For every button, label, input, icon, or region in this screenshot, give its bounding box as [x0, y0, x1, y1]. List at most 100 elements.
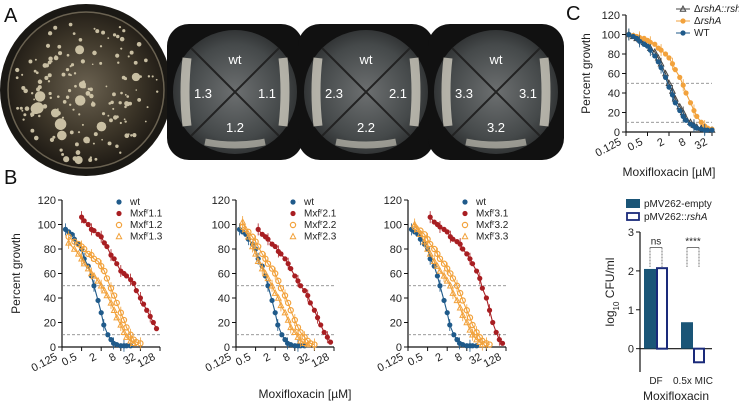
series-line — [411, 228, 477, 347]
legend-label-suffix: 3.2 — [494, 220, 508, 231]
plate-2-label-left: 2.3 — [325, 86, 343, 101]
colony — [80, 59, 86, 64]
y-tick-label: 40 — [390, 293, 402, 305]
colony — [146, 106, 149, 109]
colony — [15, 76, 19, 80]
colony — [56, 110, 61, 116]
data-point — [314, 315, 321, 321]
data-point — [101, 322, 107, 328]
data-point — [130, 339, 138, 347]
colony — [19, 106, 23, 110]
data-point — [493, 329, 499, 335]
data-point — [85, 221, 91, 228]
plate-1-label-wt: wt — [228, 52, 242, 67]
y-tick-label: 20 — [218, 318, 230, 330]
colony — [94, 157, 98, 161]
colony — [75, 45, 85, 55]
data-point — [269, 297, 275, 304]
legend-marker — [115, 232, 123, 240]
data-point — [242, 225, 250, 233]
data-point — [709, 127, 715, 133]
data-point — [292, 273, 298, 279]
data-point — [277, 301, 285, 309]
x-tick-label: 8 — [453, 351, 464, 364]
colony — [99, 61, 103, 65]
plate-3-label-left: 3.3 — [455, 86, 473, 101]
x-tick-label: 0.5 — [60, 351, 79, 369]
legend-label: pMV262-empty — [644, 199, 712, 210]
data-point — [311, 307, 317, 313]
legend-label: Mxfr2.2 — [304, 220, 337, 232]
data-point — [281, 292, 289, 299]
data-point — [658, 65, 664, 71]
colony — [16, 106, 20, 110]
data-point — [305, 292, 311, 299]
data-point — [486, 341, 493, 348]
data-point — [447, 270, 454, 277]
x-tick-label: 32 — [467, 351, 483, 367]
colony — [63, 156, 70, 163]
data-point — [444, 229, 450, 235]
panel-letter-b: B — [4, 167, 17, 189]
colony — [69, 65, 72, 68]
colony — [61, 153, 65, 156]
legend-label-prefix: pMV262:: — [644, 212, 687, 223]
plate-1-label-right: 1.1 — [258, 86, 276, 101]
x-tick-label: 0.125 — [375, 351, 405, 375]
data-point — [74, 249, 82, 257]
colony — [70, 63, 75, 67]
data-point — [669, 61, 676, 67]
data-point — [321, 329, 327, 335]
data-point — [447, 322, 453, 328]
colony — [151, 75, 154, 78]
colony — [15, 67, 20, 73]
data-point — [95, 297, 101, 304]
legend-marker — [289, 221, 297, 229]
data-point — [466, 314, 474, 321]
data-point — [301, 339, 309, 347]
data-point — [420, 237, 428, 245]
data-point — [113, 299, 120, 307]
data-point — [437, 283, 443, 289]
data-point — [81, 218, 87, 224]
colony — [33, 69, 37, 73]
data-point — [496, 337, 502, 343]
x-tick-label: 32 — [693, 136, 709, 152]
data-point — [275, 277, 282, 285]
colony — [66, 53, 70, 57]
data-point — [430, 257, 438, 264]
colony — [121, 75, 126, 80]
colony — [47, 60, 52, 65]
colony — [88, 158, 93, 162]
colony — [72, 108, 75, 111]
data-point — [98, 234, 104, 240]
data-point — [307, 300, 313, 306]
y-axis-title-part: log — [603, 310, 617, 326]
data-point — [704, 127, 711, 133]
data-point — [284, 316, 292, 323]
y-tick-label: 120 — [384, 195, 402, 207]
colony — [147, 75, 151, 78]
legend-label: Mxfr3.1 — [476, 208, 509, 220]
legend-label-prefix: Δ — [694, 16, 701, 27]
data-point — [444, 310, 450, 316]
legend-label-prefix: pMV262-empty — [644, 199, 712, 210]
legend-label: Mxfr3.3 — [476, 231, 509, 243]
data-point — [479, 285, 485, 291]
y-axis-title-part: 10 — [612, 301, 621, 310]
data-point — [147, 313, 153, 319]
data-point — [440, 260, 448, 267]
colony — [61, 72, 66, 77]
data-point — [463, 318, 471, 326]
legend-label-suffix: 1.2 — [148, 220, 162, 231]
colony — [52, 135, 56, 139]
legend-label: wt — [303, 197, 314, 208]
y-tick-label: 60 — [390, 269, 402, 281]
data-point — [111, 256, 117, 262]
colony — [21, 73, 24, 76]
colony — [123, 118, 126, 121]
x-category-label: DF — [649, 376, 662, 387]
data-point — [449, 275, 457, 282]
legend-label: wt — [129, 197, 140, 208]
data-point — [647, 47, 653, 53]
